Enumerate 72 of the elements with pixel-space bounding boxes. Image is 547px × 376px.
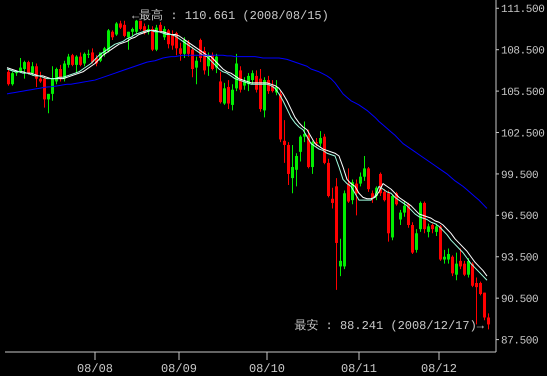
candlestick: [487, 312, 490, 330]
candlestick: [467, 258, 470, 278]
candlestick: [415, 228, 418, 254]
annotation: ←最高 : 110.661 (2008/08/15): [132, 8, 329, 23]
candlestick: [135, 19, 138, 36]
candlestick: [347, 168, 350, 204]
x-tick-label: 08/11: [340, 362, 378, 376]
x-tick-label: 08/08: [76, 362, 114, 376]
candlestick: [251, 70, 254, 85]
candlestick: [139, 20, 142, 31]
x-tick-label: 08/12: [420, 362, 458, 376]
candlestick: [431, 223, 434, 234]
candlestick: [227, 80, 230, 110]
y-tick-label: 105.500: [501, 87, 544, 100]
candlestick: [219, 71, 222, 104]
candlestick: [435, 223, 438, 237]
candlestick: [195, 56, 198, 85]
candlestick: [363, 155, 366, 182]
candlestick: [191, 46, 194, 78]
y-tick-label: 108.500: [501, 46, 544, 58]
candlestick: [11, 71, 14, 86]
candlestick: [427, 223, 430, 238]
candlestick: [471, 262, 474, 288]
candlestick: [443, 249, 446, 264]
candlestick: [47, 93, 50, 114]
y-tick-label: 96.500: [501, 211, 538, 224]
candlestick: [151, 26, 154, 52]
candlestick: [451, 254, 454, 277]
candlestick: [319, 130, 322, 147]
candlestick: [127, 31, 130, 50]
candlestick: [399, 209, 402, 226]
candlestick: [111, 30, 114, 41]
y-tick-label: 99.500: [501, 170, 538, 182]
candlestick: [283, 120, 286, 164]
candlestick: [71, 53, 74, 67]
candlestick: [367, 166, 370, 192]
candlestick: [183, 36, 186, 58]
candlestick: [75, 54, 78, 74]
candlestick: [23, 60, 26, 80]
x-tick-label: 08/09: [160, 362, 198, 376]
candlestick: [359, 172, 362, 187]
candlestick: [223, 82, 226, 106]
candlestick: [107, 28, 110, 53]
candlestick: [27, 60, 30, 76]
candlestick: [407, 202, 410, 228]
candlestick: [79, 52, 82, 67]
y-tick-label: 90.500: [501, 294, 538, 306]
y-tick-label: 93.500: [501, 252, 538, 265]
candlestick: [19, 57, 22, 74]
candlestick: [179, 42, 182, 62]
annotation: 最安 : 88.241 (2008/12/17)→: [294, 319, 484, 334]
candlestick: [43, 75, 46, 108]
candlestick: [291, 144, 294, 194]
candlestick: [295, 152, 298, 187]
candlestick: [155, 24, 158, 52]
x-tick-label: 08/10: [248, 362, 286, 376]
candlestick: [455, 252, 458, 281]
candlestick: [115, 22, 118, 36]
candlestick: [51, 66, 54, 102]
candlestick: [299, 134, 302, 162]
candlestick: [231, 84, 234, 111]
candlestick: [7, 68, 10, 86]
candlestick: [123, 20, 126, 38]
y-tick-label: 111.500: [501, 4, 544, 16]
y-tick-label: 87.500: [501, 335, 538, 348]
candlestick: [463, 260, 466, 277]
candlestick: [83, 52, 86, 67]
candlestick: [31, 62, 34, 76]
y-tick-label: 102.500: [501, 128, 544, 140]
candlestick: [91, 48, 94, 64]
candlestick: [447, 248, 450, 264]
candlestick: [403, 201, 406, 218]
